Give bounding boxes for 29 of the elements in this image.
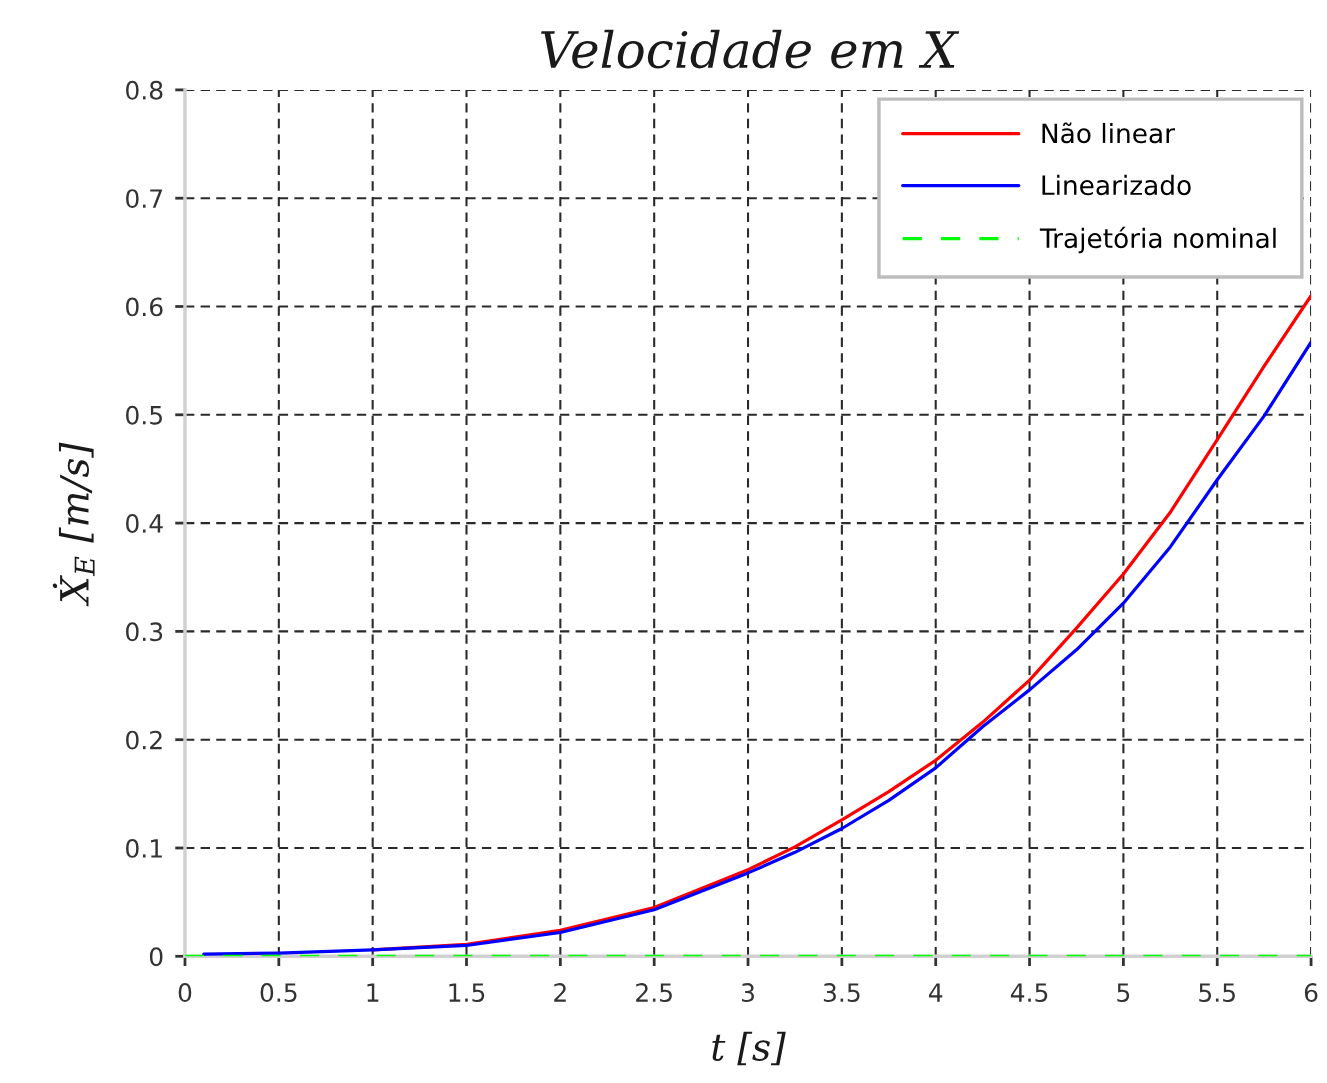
x-tick-label: 0 [178, 983, 192, 1003]
x-tick-label: 3 [741, 983, 754, 1003]
y-tick-label: 0.2 [126, 730, 162, 750]
x-tick-label: 1.5 [449, 983, 485, 1003]
x-tick-label: 2.5 [636, 983, 672, 1003]
y-tick-label: 0.4 [126, 514, 163, 533]
x-tick-label: 3.5 [823, 983, 860, 1003]
y-tick-label: 0.6 [126, 297, 163, 317]
y-tick-label: 0 [149, 947, 163, 967]
line-series [202, 340, 1312, 956]
x-tick-label: 4.5 [1010, 983, 1048, 1003]
chart-title: Velocidade em X [541, 29, 960, 69]
legend-label: Não linear [1042, 122, 1175, 144]
x-tick-label: 0.5 [260, 983, 297, 1003]
x-tick-label: 5 [1117, 983, 1130, 1003]
y-tick-label: 0.1 [126, 838, 162, 858]
x-axis-title: t [s] [712, 1031, 786, 1066]
x-tick-label: 6 [1304, 983, 1318, 1003]
legend-label: Trajetória nominal [1039, 226, 1276, 254]
x-tick-label: 5.5 [1199, 983, 1235, 1003]
x-tick-label: 1 [367, 983, 379, 1002]
x-tick-label: 2 [554, 983, 566, 1002]
x-tick-label: 4 [928, 983, 943, 1002]
y-tick-label: 0.8 [126, 80, 163, 100]
y-tick-label: 0.7 [126, 189, 163, 209]
y-tick-label: 0.5 [126, 405, 162, 425]
legend-label: Linearizado [1042, 174, 1191, 196]
y-tick-label: 0.3 [126, 622, 163, 642]
y-axis-title: Ẋ$_{E}$ [m/s] [52, 442, 95, 607]
